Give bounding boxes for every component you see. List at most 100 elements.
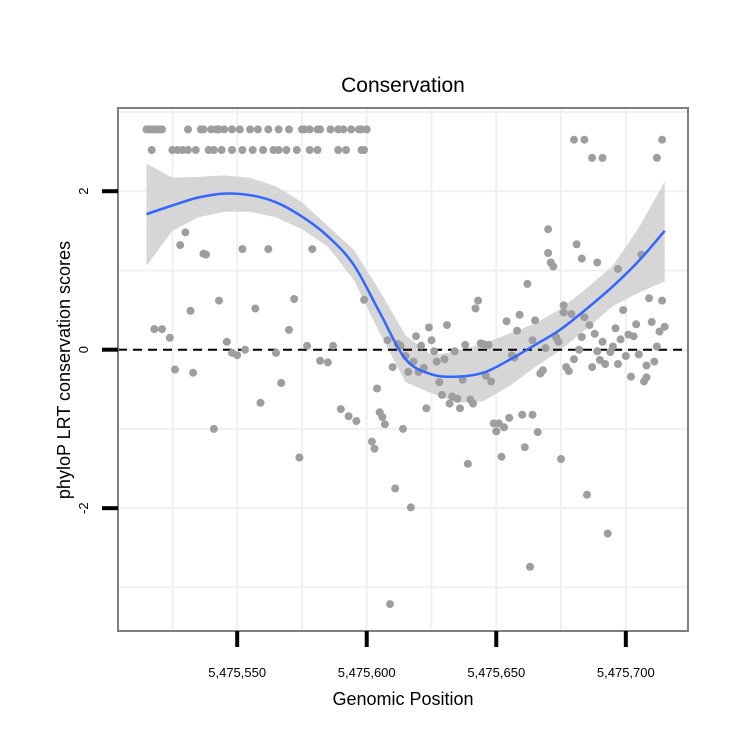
data-point <box>590 329 599 338</box>
y-axis-title: phyloP LRT conservation scores <box>54 241 74 499</box>
y-axis-tick-label: -2 <box>76 502 91 514</box>
data-point <box>292 146 301 154</box>
data-point <box>274 125 283 134</box>
data-point <box>150 325 159 334</box>
data-point <box>629 332 638 341</box>
chart-title: Conservation <box>341 74 465 97</box>
y-axis-tick-label: 2 <box>76 188 91 195</box>
data-point <box>352 417 361 425</box>
x-axis-tick-label: 5,475,600 <box>338 665 396 680</box>
data-point <box>264 125 273 134</box>
data-point <box>621 352 630 360</box>
data-point <box>399 424 407 433</box>
data-point <box>241 345 249 354</box>
panel-border <box>117 107 689 632</box>
data-point <box>362 125 371 134</box>
data-point <box>274 146 283 154</box>
x-axis-title: Genomic Position <box>332 689 473 709</box>
data-point <box>616 335 625 344</box>
data-point <box>264 245 273 254</box>
data-point <box>463 459 472 468</box>
data-point <box>461 340 470 349</box>
data-point <box>456 404 464 413</box>
smooth-line-layer <box>146 192 666 379</box>
data-point <box>570 355 578 364</box>
data-point <box>541 344 550 353</box>
data-point <box>329 341 337 350</box>
data-point <box>147 146 156 154</box>
data-point <box>500 423 508 432</box>
data-point <box>186 306 195 315</box>
data-point <box>650 357 659 366</box>
data-point <box>487 377 496 386</box>
data-point <box>316 356 325 365</box>
data-point <box>295 453 304 462</box>
data-point <box>577 254 586 263</box>
data-point <box>432 357 441 366</box>
data-point <box>627 372 635 381</box>
data-point <box>652 342 661 351</box>
data-point <box>567 310 576 318</box>
data-point <box>370 444 379 453</box>
data-point <box>645 294 654 303</box>
data-point <box>424 323 433 332</box>
data-point <box>209 424 218 433</box>
data-point <box>608 342 617 351</box>
data-point <box>259 146 268 154</box>
x-axis-tick-label: 5,475,700 <box>597 665 655 680</box>
data-point <box>215 296 223 305</box>
data-point <box>427 336 436 345</box>
data-point <box>580 135 589 144</box>
data-point <box>515 310 524 319</box>
data-point <box>184 125 192 134</box>
data-point <box>282 146 291 154</box>
data-point <box>228 125 236 134</box>
data-point <box>513 326 521 335</box>
data-point <box>544 225 553 234</box>
data-point <box>502 317 511 326</box>
data-point <box>235 125 244 134</box>
data-point <box>660 322 669 331</box>
data-point <box>538 366 547 375</box>
data-point <box>326 125 335 134</box>
smooth-line <box>146 192 666 379</box>
data-point <box>222 337 231 346</box>
data-point <box>497 452 506 461</box>
data-point <box>184 146 192 154</box>
data-point <box>246 125 255 134</box>
data-point <box>422 404 431 413</box>
data-point <box>305 146 314 154</box>
data-point <box>339 125 348 134</box>
data-point <box>469 399 477 408</box>
data-point <box>443 321 451 330</box>
data-point <box>344 412 353 421</box>
data-point <box>256 398 265 407</box>
data-point <box>453 394 462 403</box>
data-point <box>191 146 200 154</box>
data-point <box>383 336 392 345</box>
data-point <box>158 125 166 134</box>
data-point <box>634 350 643 359</box>
data-point <box>360 295 369 304</box>
data-point <box>181 228 190 237</box>
data-point <box>303 341 312 350</box>
data-point <box>347 125 356 134</box>
data-point <box>378 413 387 421</box>
data-point <box>388 363 397 372</box>
data-point <box>655 327 664 336</box>
data-point <box>217 146 226 154</box>
data-point <box>251 304 260 313</box>
data-point <box>189 368 198 377</box>
data-point <box>313 146 322 154</box>
data-point <box>253 125 262 134</box>
data-point <box>533 428 542 437</box>
axes: 5,475,550 5,475,600 5,475,650 5,475,700 -2 0 2 <box>76 188 655 680</box>
data-point <box>557 455 565 463</box>
data-point <box>652 153 661 162</box>
data-point <box>323 358 332 367</box>
data-point <box>528 410 537 419</box>
data-point <box>601 360 610 368</box>
data-point <box>305 125 314 134</box>
